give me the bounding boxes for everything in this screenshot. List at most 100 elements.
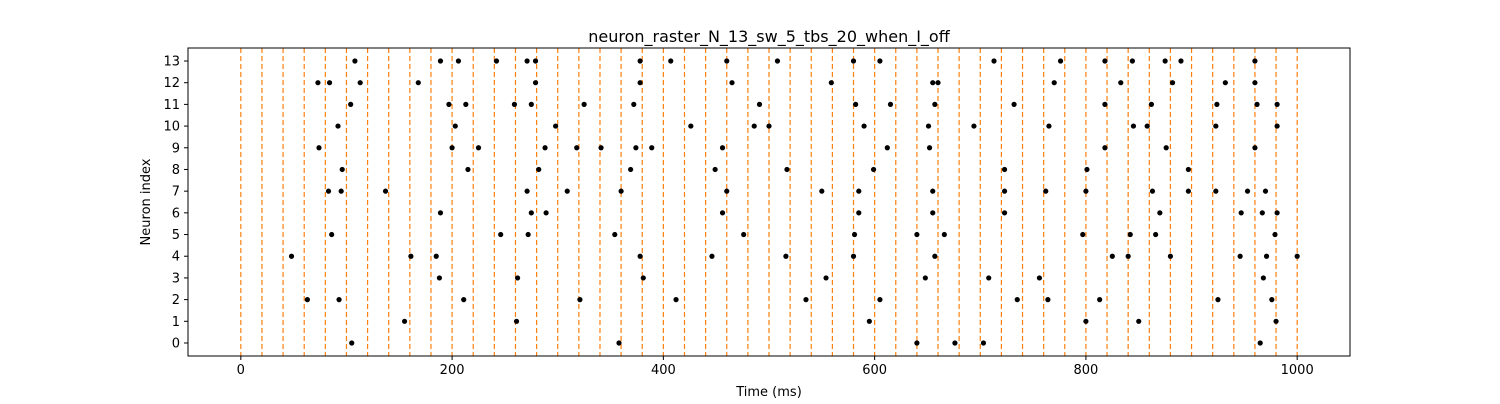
spike-point [532,80,539,86]
spike-point [436,275,443,281]
spike-point [1102,101,1108,107]
spike-point [1252,145,1258,151]
spike-point [774,58,781,64]
spike-point [1294,253,1300,259]
spike-point [1144,123,1150,129]
spike-point [1222,80,1228,86]
spike-point [437,58,444,64]
spike-point [1097,297,1103,303]
spike-point [1263,253,1270,259]
spike-point [1129,58,1135,64]
spike-point [528,210,534,216]
spike-point [1272,231,1278,238]
y-axis-label: Neuron index [139,158,154,245]
spike-point [1083,318,1089,324]
spike-point [1083,188,1089,194]
spike-point [382,188,389,194]
spike-point [932,101,938,107]
spike-point [1260,275,1266,281]
spike-point [349,340,355,346]
spike-point [1269,297,1275,303]
spike-point [1045,297,1051,303]
spike-point [980,340,987,346]
spike-point [930,210,936,216]
spike-point [819,188,825,194]
spike-point [288,253,295,259]
spike-point [930,188,936,194]
spike-point [1036,275,1043,281]
spike-point [1238,210,1244,216]
spike-point [861,123,867,129]
spike-point [574,145,580,151]
spike-point [304,297,310,303]
spike-point [1259,210,1265,216]
spike-point [1274,101,1280,107]
spike-point [1213,123,1219,129]
spike-point [1001,188,1008,194]
spike-point [1109,253,1115,259]
spike-point [851,231,858,238]
x-tick-label: 400 [651,363,676,378]
spike-point [914,340,920,346]
spike-point [616,340,622,346]
spike-point [884,145,890,151]
spike-point [511,101,518,107]
spike-point [524,188,530,194]
x-tick-label: 200 [440,363,465,378]
spike-point [668,58,674,64]
spike-point [1215,297,1221,303]
spike-point [783,253,789,259]
spike-point [866,318,872,324]
spike-point [914,231,920,238]
spike-point [316,145,322,151]
spike-point [536,166,542,173]
spike-point [784,166,790,173]
spike-point [971,123,977,129]
spike-point [828,80,834,86]
spike-point [856,210,862,216]
spike-point [1213,188,1219,194]
spike-point [335,123,341,129]
spike-point [1262,188,1269,194]
y-tick-label: 1 [172,315,180,330]
spike-point [640,275,646,281]
y-tick-label: 0 [172,336,180,351]
spike-point [408,253,414,259]
spike-point [756,101,763,107]
spike-point [1274,210,1280,216]
spike-point [877,58,883,64]
spike-point [1237,253,1243,259]
spike-point [514,275,521,281]
x-tick-label: 800 [1073,363,1098,378]
spike-point [925,123,932,129]
spike-point [853,101,859,107]
spike-point [935,80,941,86]
spike-point [1130,123,1137,129]
spike-point [932,253,938,259]
y-tick-label: 5 [172,228,180,243]
x-tick-label: 0 [237,363,245,378]
spike-point [1274,123,1280,129]
y-tick-label: 8 [172,163,180,178]
x-axis-label: Time (ms) [735,385,802,400]
spike-point [528,101,534,107]
spike-point [1125,253,1131,259]
spike-point [437,210,444,216]
spike-point [357,80,363,86]
spike-point [850,58,857,64]
spike-point [564,188,570,194]
spike-point [1167,253,1174,259]
spike-point [449,145,455,151]
spike-point [352,58,358,64]
spike-point [1254,101,1260,107]
spike-point [1127,231,1133,238]
x-tick-label: 1000 [1281,363,1314,378]
spike-point [930,80,936,86]
spike-point [766,123,772,129]
y-tick-label: 2 [172,293,180,308]
spike-point [463,101,469,107]
y-tick-label: 3 [172,271,180,286]
spike-point [598,145,604,151]
spike-point [926,145,933,151]
spike-point [348,101,354,107]
